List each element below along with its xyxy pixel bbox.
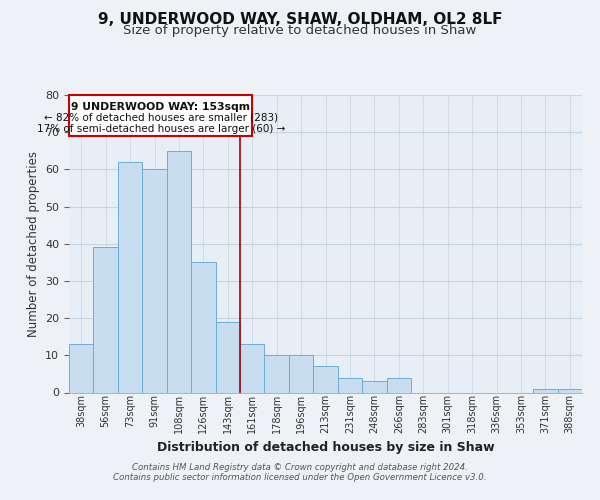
Bar <box>191 262 215 392</box>
Bar <box>69 344 94 393</box>
Bar <box>533 389 557 392</box>
Bar <box>118 162 142 392</box>
Bar <box>215 322 240 392</box>
Bar <box>313 366 338 392</box>
Bar <box>386 378 411 392</box>
Bar <box>289 356 313 393</box>
Bar <box>240 344 265 393</box>
Y-axis label: Number of detached properties: Number of detached properties <box>26 151 40 337</box>
Text: 9 UNDERWOOD WAY: 153sqm: 9 UNDERWOOD WAY: 153sqm <box>71 102 250 112</box>
Bar <box>167 151 191 392</box>
Text: Contains HM Land Registry data © Crown copyright and database right 2024.: Contains HM Land Registry data © Crown c… <box>132 462 468 471</box>
X-axis label: Distribution of detached houses by size in Shaw: Distribution of detached houses by size … <box>157 442 494 454</box>
Text: ← 82% of detached houses are smaller (283): ← 82% of detached houses are smaller (28… <box>44 112 278 122</box>
Bar <box>142 170 167 392</box>
Bar <box>265 356 289 393</box>
FancyBboxPatch shape <box>70 95 252 136</box>
Text: 9, UNDERWOOD WAY, SHAW, OLDHAM, OL2 8LF: 9, UNDERWOOD WAY, SHAW, OLDHAM, OL2 8LF <box>98 12 502 28</box>
Bar <box>338 378 362 392</box>
Bar <box>362 382 386 392</box>
Bar <box>94 248 118 392</box>
Text: 17% of semi-detached houses are larger (60) →: 17% of semi-detached houses are larger (… <box>37 124 285 134</box>
Bar <box>557 389 582 392</box>
Text: Contains public sector information licensed under the Open Government Licence v3: Contains public sector information licen… <box>113 472 487 482</box>
Text: Size of property relative to detached houses in Shaw: Size of property relative to detached ho… <box>124 24 476 37</box>
